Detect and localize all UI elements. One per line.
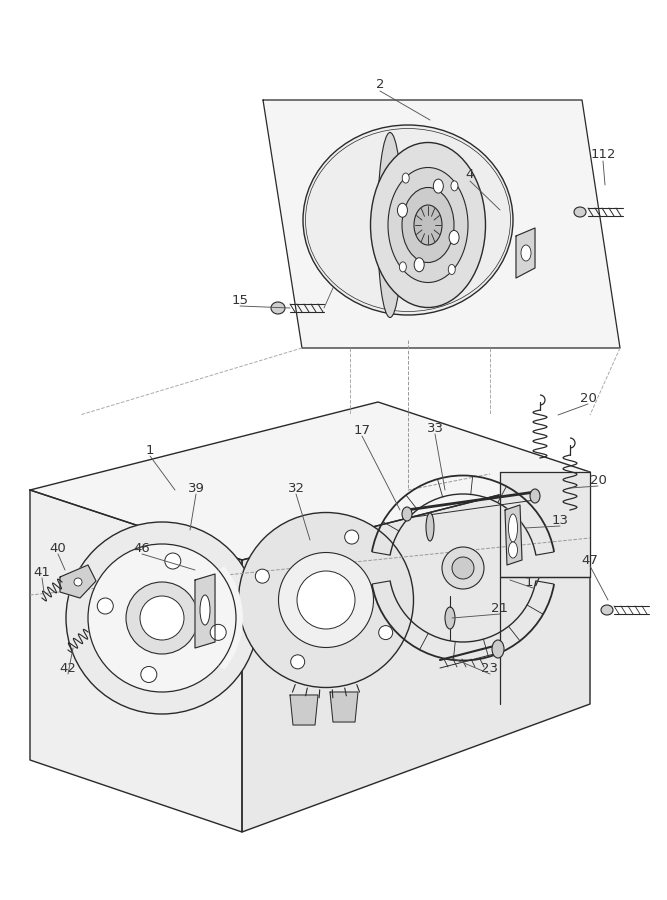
Ellipse shape: [97, 598, 113, 614]
Polygon shape: [330, 692, 358, 722]
Polygon shape: [505, 505, 522, 565]
Ellipse shape: [448, 265, 456, 274]
Ellipse shape: [445, 607, 455, 629]
Polygon shape: [290, 695, 318, 725]
Text: 2: 2: [376, 78, 384, 92]
Ellipse shape: [141, 667, 157, 682]
Ellipse shape: [140, 596, 184, 640]
Ellipse shape: [508, 514, 518, 542]
Ellipse shape: [451, 181, 458, 191]
Ellipse shape: [508, 542, 518, 558]
Ellipse shape: [88, 544, 236, 692]
Ellipse shape: [370, 142, 486, 308]
Ellipse shape: [452, 557, 474, 579]
Ellipse shape: [398, 203, 408, 217]
Ellipse shape: [255, 569, 269, 583]
Ellipse shape: [291, 655, 305, 669]
Ellipse shape: [402, 507, 412, 521]
Ellipse shape: [279, 553, 374, 647]
Ellipse shape: [574, 207, 586, 217]
Ellipse shape: [492, 640, 504, 658]
Ellipse shape: [601, 605, 613, 615]
Ellipse shape: [426, 513, 434, 541]
Ellipse shape: [530, 489, 540, 503]
Ellipse shape: [66, 522, 258, 714]
Ellipse shape: [521, 245, 531, 261]
Ellipse shape: [303, 125, 513, 315]
Polygon shape: [60, 565, 96, 598]
Ellipse shape: [434, 179, 444, 194]
Text: 46: 46: [133, 542, 150, 554]
Ellipse shape: [449, 230, 459, 245]
Text: 33: 33: [426, 421, 444, 435]
Text: 13: 13: [552, 514, 568, 526]
Ellipse shape: [165, 553, 181, 569]
Ellipse shape: [345, 530, 359, 544]
Text: 42: 42: [59, 662, 77, 674]
Text: 32: 32: [287, 482, 305, 494]
Text: 17: 17: [524, 575, 542, 589]
Polygon shape: [516, 228, 535, 278]
Ellipse shape: [414, 205, 442, 245]
Ellipse shape: [379, 626, 393, 640]
Ellipse shape: [74, 578, 82, 586]
Polygon shape: [263, 100, 620, 348]
Polygon shape: [500, 472, 590, 577]
Ellipse shape: [388, 167, 468, 283]
Text: 4: 4: [466, 168, 474, 182]
Text: 20: 20: [590, 473, 606, 487]
Polygon shape: [30, 490, 242, 832]
Polygon shape: [30, 402, 590, 560]
Text: 1: 1: [146, 444, 154, 456]
Ellipse shape: [210, 625, 226, 640]
Ellipse shape: [414, 257, 424, 272]
Text: 40: 40: [49, 542, 67, 554]
Ellipse shape: [271, 302, 285, 314]
Ellipse shape: [126, 582, 198, 654]
Text: 23: 23: [482, 662, 498, 674]
Text: 17: 17: [354, 424, 370, 436]
Polygon shape: [195, 574, 215, 648]
Text: 15: 15: [231, 293, 249, 307]
Ellipse shape: [402, 187, 454, 263]
Text: 112: 112: [590, 148, 616, 161]
Ellipse shape: [442, 547, 484, 589]
Polygon shape: [242, 472, 590, 832]
Ellipse shape: [402, 173, 410, 183]
Text: 39: 39: [187, 482, 205, 494]
Ellipse shape: [400, 262, 406, 272]
Text: 21: 21: [492, 601, 508, 615]
Ellipse shape: [378, 132, 402, 318]
Text: 47: 47: [582, 554, 598, 566]
Ellipse shape: [239, 512, 414, 688]
Ellipse shape: [200, 595, 210, 625]
Ellipse shape: [297, 571, 355, 629]
Text: 20: 20: [580, 392, 596, 404]
Text: 41: 41: [33, 565, 51, 579]
